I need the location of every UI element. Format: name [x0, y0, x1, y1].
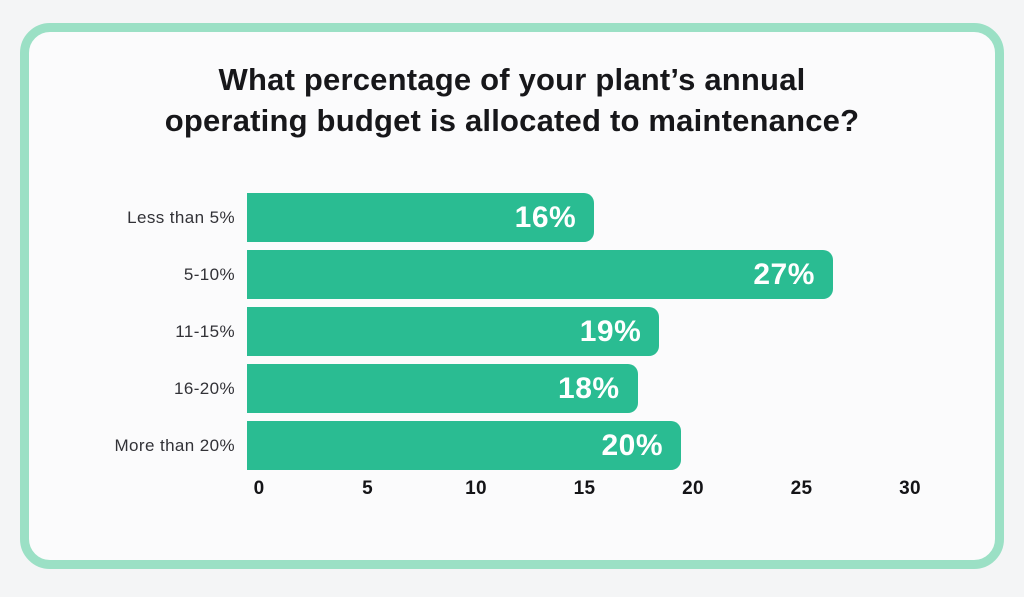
category-label: Less than 5% — [127, 207, 235, 227]
bar: 19% — [247, 307, 660, 356]
bar: 16% — [247, 193, 595, 242]
bar-track: 18% — [247, 364, 898, 413]
category-label: 11-15% — [175, 321, 235, 341]
bar-value-label: 20% — [601, 428, 663, 462]
x-axis-tick: 0 — [253, 478, 265, 499]
bar-value-label: 19% — [579, 314, 642, 348]
bar-track: 20% — [247, 421, 898, 470]
bar-row: Less than 5% 16% — [29, 193, 995, 242]
x-axis-tick: 15 — [573, 478, 596, 499]
x-axis-tick: 20 — [682, 478, 704, 499]
bar: 27% — [247, 250, 833, 299]
bar-value-label: 27% — [753, 257, 815, 291]
chart-title: What percentage of your plant’s annual o… — [102, 59, 922, 141]
bar-row: 16-20% 18% — [29, 364, 995, 413]
x-axis-tick: 25 — [790, 478, 813, 499]
bar-value-label: 16% — [514, 200, 577, 234]
category-label: 5-10% — [183, 264, 235, 284]
x-axis-tick: 10 — [465, 478, 487, 499]
bar-row: More than 20% 20% — [29, 421, 995, 470]
bar-chart: Less than 5% 16% 5-10% 27% 11-15% 19% — [29, 193, 995, 504]
x-axis-tick: 5 — [362, 478, 373, 499]
category-label: More than 20% — [114, 435, 235, 455]
bar: 20% — [247, 421, 681, 470]
bar-track: 27% — [247, 250, 898, 299]
bar-row: 11-15% 19% — [29, 307, 995, 356]
chart-card: What percentage of your plant’s annual o… — [20, 23, 1004, 569]
chart-title-line-2: operating budget is allocated to mainten… — [164, 103, 860, 138]
bar-row: 5-10% 27% — [29, 250, 995, 299]
bar: 18% — [247, 364, 638, 413]
x-axis: 0 5 10 15 20 25 30 — [254, 478, 921, 504]
chart-title-line-1: What percentage of your plant’s annual — [218, 62, 806, 97]
bar-track: 16% — [247, 193, 898, 242]
x-axis-tick: 30 — [899, 478, 921, 499]
category-label: 16-20% — [174, 378, 235, 398]
bar-track: 19% — [247, 307, 898, 356]
bar-value-label: 18% — [558, 371, 620, 405]
